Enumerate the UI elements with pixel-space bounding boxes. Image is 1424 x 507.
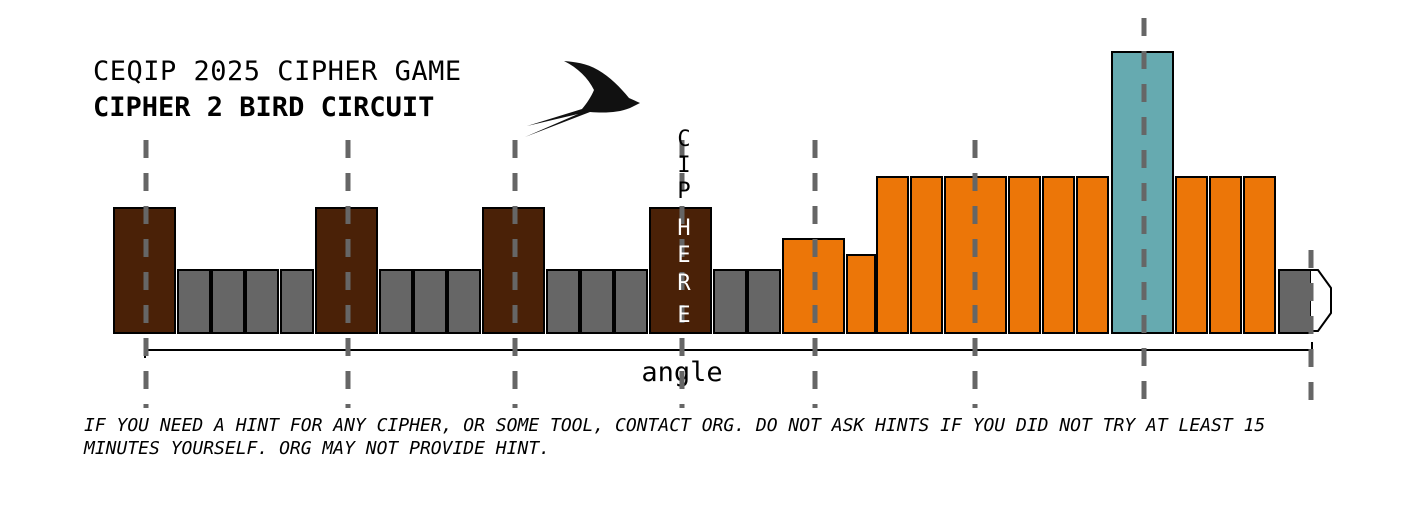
vertical-label-letter: E — [677, 303, 690, 328]
angle-axis — [144, 342, 1313, 358]
orange-blocks — [782, 176, 1276, 334]
swallow-bird-icon — [525, 61, 640, 137]
gray-block — [413, 269, 447, 334]
hint-text: IF YOU NEED A HINT FOR ANY CIPHER, OR SO… — [84, 415, 1266, 459]
orange-block — [1209, 176, 1242, 334]
orange-block — [1008, 176, 1041, 334]
vertical-label-letter: C — [677, 127, 690, 152]
gray-block — [1278, 269, 1312, 334]
dashed-lines — [143, 18, 1314, 408]
page-title: CEQIP 2025 CIPHER GAME — [93, 56, 462, 87]
vertical-label-letter: R — [677, 271, 691, 296]
orange-block — [1076, 176, 1109, 334]
gray-block — [580, 269, 614, 334]
gray-blocks — [177, 269, 1312, 334]
gray-block — [747, 269, 781, 334]
gray-block — [177, 269, 211, 334]
gray-block — [379, 269, 413, 334]
gray-block — [546, 269, 580, 334]
vertical-label-letter: P — [677, 179, 690, 204]
page-subtitle: CIPHER 2 BIRD CIRCUIT — [93, 92, 435, 123]
orange-block — [846, 254, 876, 334]
orange-block — [876, 176, 909, 334]
gray-block — [614, 269, 648, 334]
gray-block — [713, 269, 747, 334]
vertical-label-letter: I — [677, 153, 690, 178]
gray-block — [280, 269, 314, 334]
orange-block — [1042, 176, 1075, 334]
gray-block — [447, 269, 481, 334]
orange-block — [1243, 176, 1276, 334]
orange-block — [1175, 176, 1208, 334]
gray-block — [211, 269, 245, 334]
end-connector — [1311, 269, 1332, 332]
orange-block — [910, 176, 943, 334]
gray-block — [245, 269, 279, 334]
vertical-label-letter: E — [677, 243, 690, 268]
vertical-label-letter: H — [677, 216, 690, 241]
vertical-label: C I P H E R E — [677, 127, 691, 328]
